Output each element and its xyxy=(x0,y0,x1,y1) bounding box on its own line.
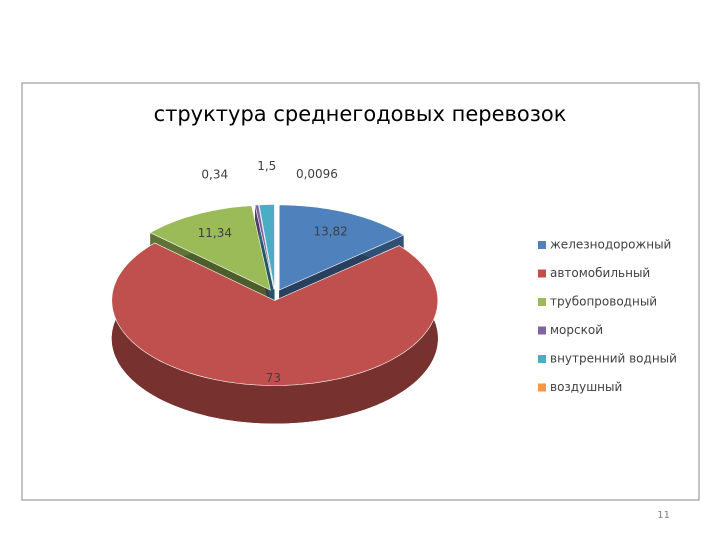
legend-label: внутренний водный xyxy=(550,352,677,366)
pie-slice xyxy=(149,205,271,291)
legend-swatch xyxy=(538,241,546,249)
data-label: 13,82 xyxy=(313,225,347,239)
legend-swatch xyxy=(538,355,546,363)
chart-title: структура среднегодовых перевозок xyxy=(154,102,567,126)
pie-slice xyxy=(278,204,405,291)
legend-swatch xyxy=(538,298,546,306)
legend-label: железнодорожный xyxy=(550,238,671,252)
data-label: 0,0096 xyxy=(296,167,338,181)
page-number: 11 xyxy=(657,510,670,521)
data-label: 0,34 xyxy=(201,168,228,182)
legend-label: морской xyxy=(550,323,603,337)
legend-label: трубопроводный xyxy=(550,295,657,309)
pie-slice xyxy=(258,204,275,290)
data-label: 73 xyxy=(266,371,281,385)
legend-label: автомобильный xyxy=(550,266,650,280)
data-label: 1,5 xyxy=(257,159,276,173)
legend-swatch xyxy=(538,326,546,335)
legend-swatch xyxy=(538,269,546,278)
pie-slice xyxy=(111,242,439,386)
legend-swatch xyxy=(538,383,546,392)
slice-side xyxy=(111,243,438,424)
legend-label: воздушный xyxy=(550,380,622,394)
pie-slice xyxy=(254,204,275,290)
data-label: 11,34 xyxy=(198,226,232,240)
